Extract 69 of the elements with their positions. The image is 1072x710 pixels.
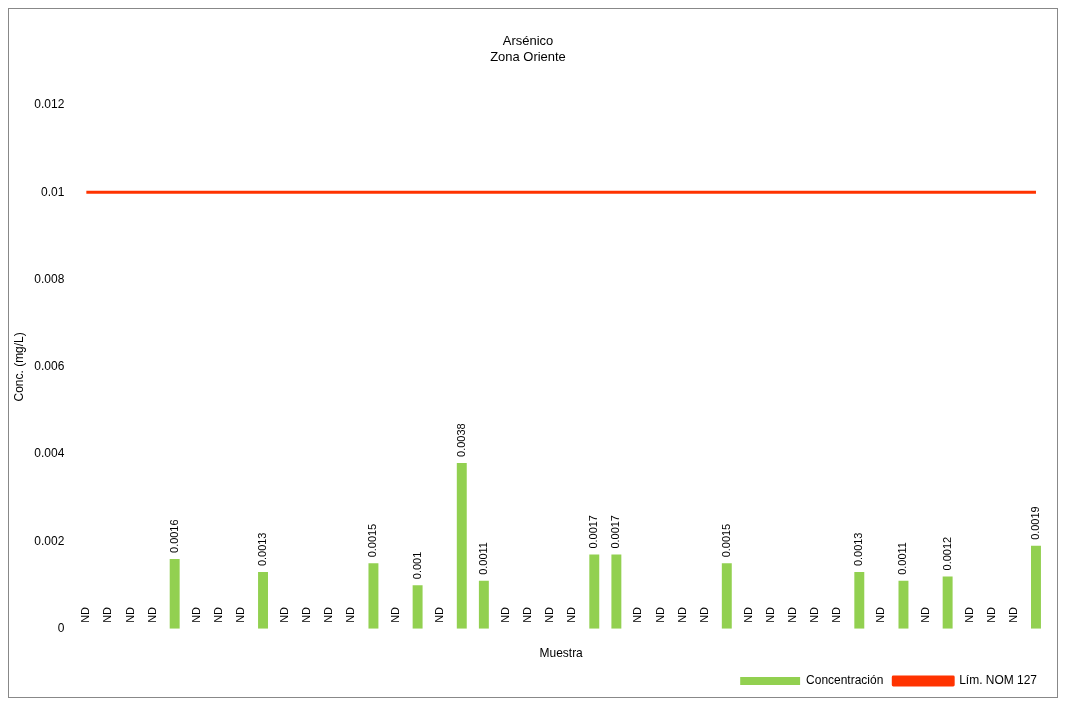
bar: [412, 585, 423, 629]
data-label: ND: [123, 606, 136, 623]
data-label: 0.0017: [587, 515, 600, 549]
data-label: ND: [344, 606, 357, 623]
y-tick-label: 0.012: [34, 97, 65, 112]
data-label: ND: [874, 606, 887, 623]
bar: [456, 462, 467, 629]
data-label: ND: [1006, 606, 1019, 623]
data-label: 0.0011: [476, 542, 489, 575]
y-tick-label: 0.004: [34, 446, 65, 461]
data-label: 0.0013: [852, 532, 865, 567]
data-label: 0.001: [410, 551, 423, 580]
data-label: ND: [233, 606, 246, 623]
data-label: ND: [145, 606, 158, 623]
data-label: ND: [388, 606, 401, 623]
data-label: ND: [918, 606, 931, 623]
bar: [854, 572, 865, 629]
bar: [611, 554, 622, 629]
data-label: ND: [675, 606, 688, 623]
bar: [1031, 545, 1041, 629]
data-label: ND: [79, 606, 92, 623]
data-label: ND: [278, 606, 291, 623]
bar: [258, 572, 268, 629]
bar: [478, 580, 489, 629]
data-label: 0.0016: [167, 519, 180, 553]
data-label: 0.0013: [256, 532, 269, 567]
data-label: ND: [786, 606, 799, 623]
y-tick-label: 0.008: [34, 271, 65, 286]
data-label: ND: [101, 606, 114, 623]
data-label: ND: [830, 606, 843, 623]
chart-title: Arsénico: [502, 33, 554, 49]
y-tick-label: 0.002: [34, 533, 65, 548]
data-label: ND: [432, 606, 445, 623]
bar: [721, 563, 732, 629]
data-label: 0.0015: [719, 523, 732, 558]
data-label: ND: [984, 606, 997, 623]
y-tick-label: 0: [57, 621, 65, 636]
data-label: 0.0038: [454, 423, 467, 457]
data-label: ND: [962, 606, 975, 623]
y-tick-label: 0.006: [34, 359, 65, 374]
x-axis-title: Muestra: [539, 646, 584, 661]
data-label: ND: [631, 606, 644, 623]
data-label: ND: [565, 606, 578, 623]
data-label: ND: [808, 606, 821, 623]
legend-label: Lím. NOM 127: [959, 673, 1038, 688]
data-label: 0.0011: [896, 542, 909, 575]
data-label: ND: [189, 606, 202, 623]
bar: [589, 554, 600, 629]
legend-label: Concentración: [806, 673, 884, 688]
bar: [368, 563, 379, 629]
bar: [942, 576, 953, 629]
data-label: 0.0017: [609, 515, 622, 549]
data-label: 0.0012: [940, 536, 953, 571]
data-label: 0.0019: [1029, 506, 1041, 540]
data-label: ND: [300, 606, 313, 623]
y-tick-label: 0.01: [41, 184, 65, 199]
data-label: ND: [763, 606, 776, 623]
data-label: ND: [521, 606, 534, 623]
data-label: ND: [653, 606, 666, 623]
bar: [169, 558, 180, 629]
chart-subtitle: Zona Oriente: [490, 48, 566, 64]
y-axis-title: Conc. (mg/L): [12, 332, 27, 402]
data-label: ND: [741, 606, 754, 623]
data-label: ND: [322, 606, 335, 623]
data-label: 0.0015: [366, 523, 379, 558]
data-label: ND: [498, 606, 511, 623]
data-label: ND: [211, 606, 224, 623]
data-label: ND: [543, 606, 556, 623]
data-label: ND: [697, 606, 710, 623]
